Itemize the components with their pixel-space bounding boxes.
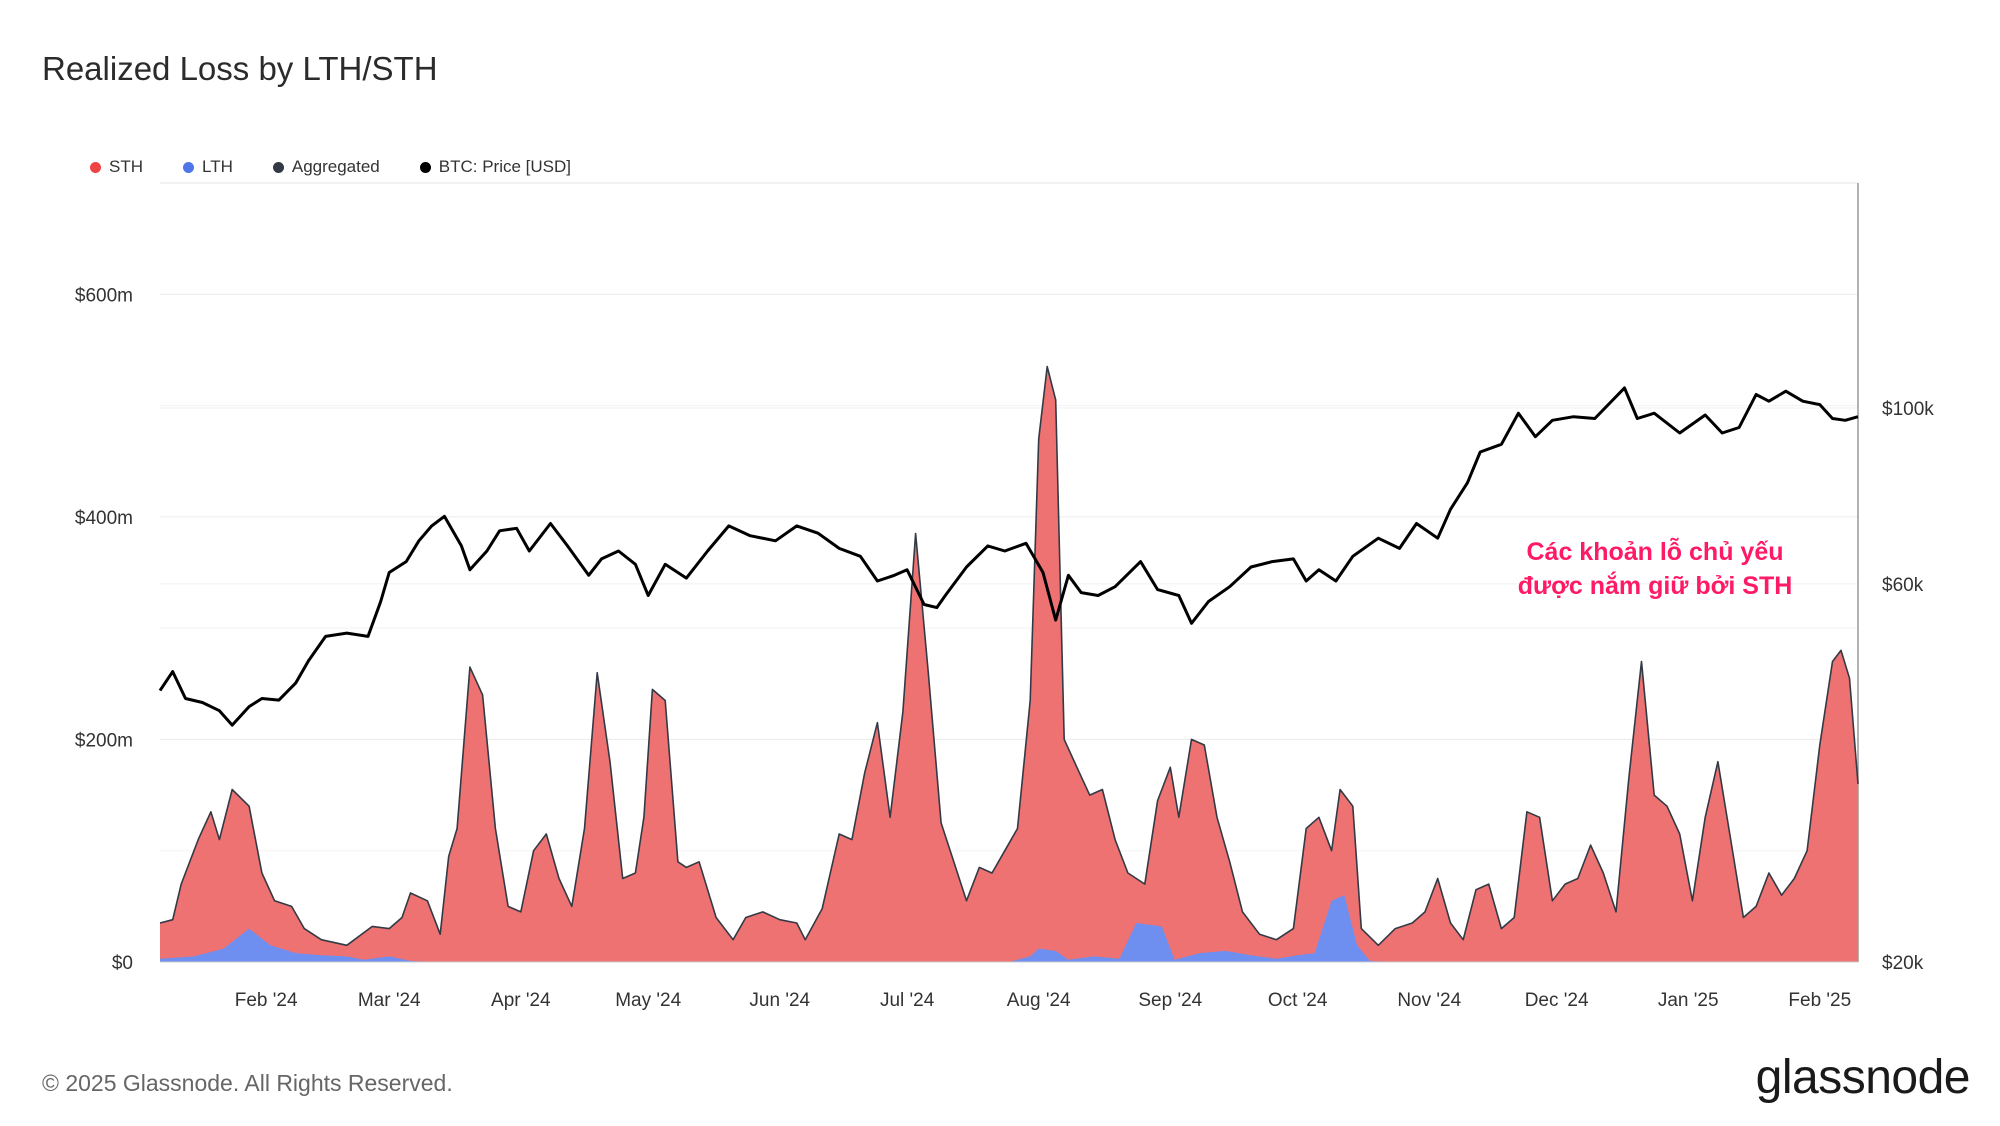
footer-copyright: © 2025 Glassnode. All Rights Reserved.	[42, 1070, 453, 1096]
legend-label-btc-price: BTC: Price [USD]	[438, 157, 572, 176]
legend-dot-aggregated	[272, 161, 284, 173]
x-tick-label: Dec '24	[1525, 990, 1589, 1011]
x-tick-label: May '24	[615, 990, 681, 1011]
y-left-tick-label: $600m	[75, 285, 133, 306]
x-tick-label: Feb '24	[235, 990, 298, 1011]
legend-label-sth: STH	[109, 157, 143, 176]
x-tick-label: Oct '24	[1268, 990, 1328, 1011]
annotation-line-2: được nắm giữ bởi STH	[1517, 572, 1793, 600]
legend-label-lth: LTH	[202, 157, 233, 176]
x-tick-label: Sep '24	[1138, 990, 1202, 1011]
legend-item-btc-price[interactable]: BTC: Price [USD]	[419, 157, 572, 177]
y-right-tick-label: $20k	[1882, 953, 1924, 974]
chart-annotation: Các khoản lỗ chủ yếu được nắm giữ bởi ST…	[1495, 535, 1815, 603]
series-sth-area	[160, 366, 1858, 963]
legend-dot-lth	[183, 161, 194, 173]
y-right-tick-label: $60k	[1882, 575, 1924, 596]
legend-item-aggregated[interactable]: Aggregated	[272, 157, 380, 177]
x-tick-label: Aug '24	[1007, 990, 1071, 1011]
y-left-tick-label: $200m	[75, 730, 133, 751]
x-tick-label: Jul '24	[880, 990, 935, 1011]
legend-item-sth[interactable]: STH	[90, 157, 143, 177]
legend-dot-sth	[90, 161, 101, 173]
brand-logo: glassnode	[1755, 1051, 1971, 1104]
annotation-line-1: Các khoản lỗ chủ yếu	[1526, 538, 1784, 566]
legend-dot-btc-price	[419, 161, 431, 173]
legend-item-lth[interactable]: LTH	[183, 157, 233, 177]
x-tick-label: Nov '24	[1397, 990, 1461, 1011]
legend-label-aggregated: Aggregated	[291, 157, 380, 176]
chart-title: Realized Loss by LTH/STH	[42, 50, 438, 87]
x-tick-label: Mar '24	[358, 990, 421, 1011]
y-left-tick-label: $0	[112, 953, 133, 974]
x-tick-label: Jun '24	[749, 990, 810, 1011]
y-left-tick-label: $400m	[75, 508, 133, 529]
series-btc-price-line	[158, 386, 1859, 727]
x-tick-label: Feb '25	[1788, 990, 1851, 1011]
x-tick-label: Apr '24	[491, 990, 551, 1011]
y-right-tick-label: $100k	[1882, 399, 1934, 420]
series-aggregated-line	[159, 365, 1859, 947]
legend: STH LTH Aggregated BTC: Price [USD]	[90, 157, 611, 177]
x-tick-label: Jan '25	[1658, 990, 1719, 1011]
